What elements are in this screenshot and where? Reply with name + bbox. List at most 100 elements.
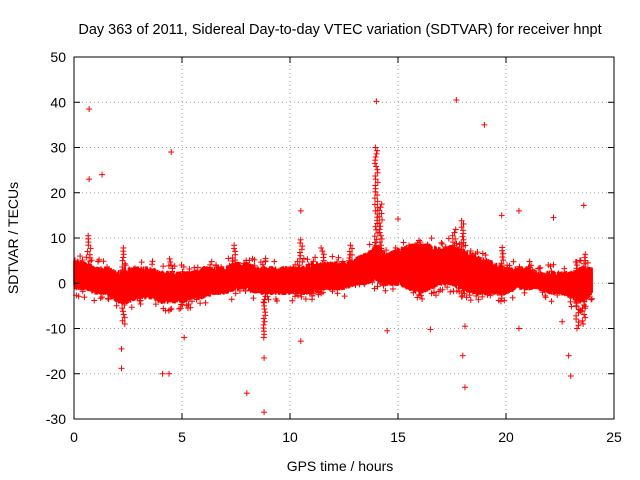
data-point — [105, 296, 112, 303]
outlier-point — [567, 373, 574, 380]
data-point — [165, 307, 172, 314]
data-point — [250, 295, 257, 302]
spike-point — [499, 244, 506, 251]
spike-point — [461, 290, 468, 297]
spike-point — [500, 257, 507, 264]
spike-point — [320, 289, 327, 296]
data-point — [137, 301, 144, 308]
spike-point — [347, 242, 354, 249]
spike-point — [449, 248, 456, 255]
spike-point — [120, 292, 127, 299]
x-tick-label: 10 — [282, 429, 298, 445]
spike-point — [87, 245, 94, 252]
outlier-point — [86, 176, 93, 183]
data-point — [526, 258, 533, 265]
spike-point — [458, 246, 465, 253]
outlier-point — [166, 370, 173, 377]
spike-point — [377, 239, 384, 246]
data-point — [188, 298, 195, 305]
spike-point — [459, 262, 466, 269]
data-point — [242, 287, 249, 294]
data-point — [178, 301, 185, 308]
spike-point — [374, 166, 381, 173]
spike-point — [460, 281, 467, 288]
data-point — [271, 258, 278, 265]
spike-point — [459, 233, 466, 240]
spike-point — [230, 273, 237, 280]
spike-point — [582, 314, 589, 321]
spike-point — [262, 255, 269, 262]
x-tick-label: 0 — [70, 429, 78, 445]
data-point — [289, 297, 296, 304]
data-point — [392, 247, 399, 254]
data-point — [561, 265, 568, 272]
spike-point — [460, 243, 467, 250]
spike-point — [86, 251, 93, 258]
spike-point — [459, 277, 466, 284]
spike-point — [319, 282, 326, 289]
data-point — [207, 261, 214, 268]
spike-point — [121, 314, 128, 321]
x-tick-label: 25 — [606, 429, 622, 445]
spike-point — [572, 258, 579, 265]
data-point — [539, 286, 546, 293]
data-point — [412, 287, 419, 294]
spike-point — [498, 292, 505, 299]
spike-point — [372, 264, 379, 271]
spike-point — [581, 260, 588, 267]
data-point — [341, 293, 348, 300]
spike-point — [574, 262, 581, 269]
data-point — [99, 294, 106, 301]
data-point — [428, 235, 435, 242]
spike-point — [459, 249, 466, 256]
data-point — [455, 284, 462, 291]
data-point — [521, 289, 528, 296]
y-tick-label: 0 — [58, 275, 66, 291]
spike-point — [318, 270, 325, 277]
data-point — [414, 294, 421, 301]
spike-point — [232, 248, 239, 255]
outlier-point — [243, 390, 250, 397]
spike-point — [119, 276, 126, 283]
data-point — [472, 250, 479, 257]
spike-point — [452, 226, 459, 233]
spike-point — [581, 254, 588, 261]
spike-point — [230, 264, 237, 271]
spike-point — [297, 281, 304, 288]
outlier-point — [515, 207, 522, 214]
data-point — [260, 299, 267, 306]
y-tick-label: 10 — [50, 230, 66, 246]
data-point — [398, 246, 405, 253]
spike-point — [298, 271, 305, 278]
data-point — [179, 268, 186, 275]
data-point — [149, 258, 156, 265]
data-point — [435, 288, 442, 295]
data-point — [439, 240, 446, 247]
spike-point — [374, 147, 381, 154]
data-point — [568, 303, 575, 310]
spike-point — [120, 311, 127, 318]
spike-point — [121, 298, 128, 305]
data-point — [548, 268, 555, 275]
data-point — [542, 292, 549, 299]
spike-point — [259, 283, 266, 290]
y-tick-label: 40 — [50, 94, 66, 110]
outlier-point — [373, 98, 380, 105]
data-point — [193, 296, 200, 303]
spike-point — [261, 296, 268, 303]
spike-point — [320, 263, 327, 270]
spike-point — [260, 315, 267, 322]
y-tick-label: -10 — [46, 321, 66, 337]
spike-point — [499, 254, 506, 261]
spike-point — [377, 267, 384, 274]
spike-point — [450, 267, 457, 274]
spike-point — [378, 261, 385, 268]
spike-point — [573, 265, 580, 272]
data-point — [482, 252, 489, 259]
spike-point — [121, 320, 128, 327]
spike-point — [500, 266, 507, 273]
data-point — [467, 247, 474, 254]
spike-point — [297, 239, 304, 246]
spike-point — [376, 220, 383, 227]
data-point — [81, 294, 88, 301]
